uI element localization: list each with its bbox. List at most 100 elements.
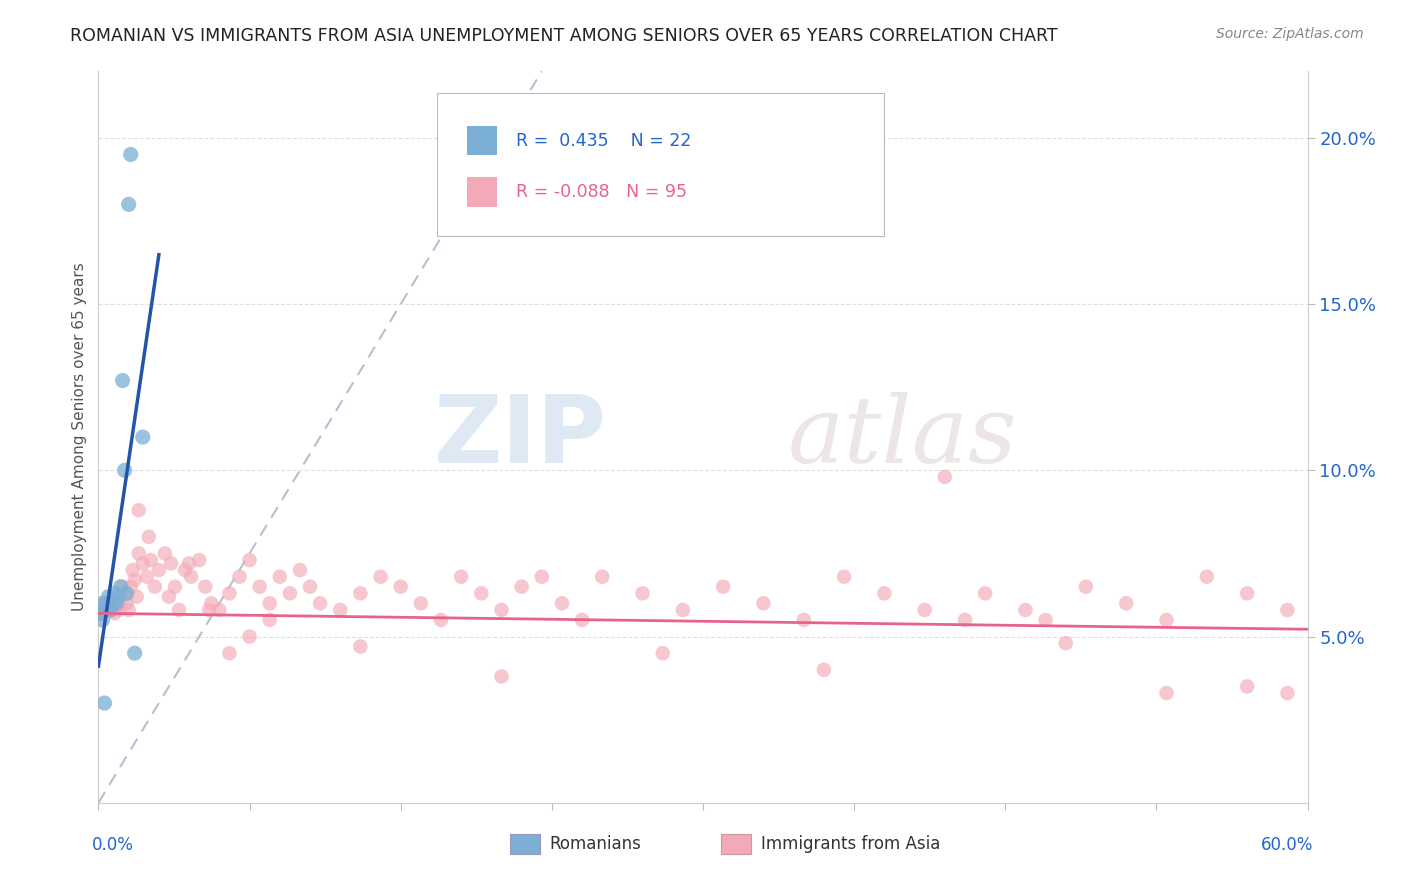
Point [125,590,148,604]
Point [93,596,115,610]
Point [1277,603,1299,617]
Point [430,613,453,627]
Point [105,596,128,610]
FancyBboxPatch shape [437,94,884,236]
Point [309,596,332,610]
Point [179,557,201,571]
Point [138,530,160,544]
Point [139,553,162,567]
Point [111,374,134,388]
Point [470,586,492,600]
Point [174,563,197,577]
Point [128,546,150,560]
Point [450,570,472,584]
Point [132,430,155,444]
Text: Romanians: Romanians [550,836,641,854]
Text: Immigrants from Asia: Immigrants from Asia [761,836,941,854]
Point [1277,686,1299,700]
Point [160,557,183,571]
Point [299,580,322,594]
Bar [467,178,498,207]
Text: R = -0.088   N = 95: R = -0.088 N = 95 [516,183,686,201]
Point [239,553,262,567]
Point [530,570,553,584]
Point [93,696,115,710]
Point [1115,596,1137,610]
Point [329,603,352,617]
Point [128,503,150,517]
Point [1035,613,1057,627]
Point [349,586,371,600]
Point [370,570,392,584]
Point [114,586,136,600]
Point [1156,613,1178,627]
Point [118,603,141,617]
Point [107,590,129,604]
Point [208,603,231,617]
Point [752,596,775,610]
Point [259,613,281,627]
Point [124,573,146,587]
Point [110,580,132,594]
Point [1236,586,1258,600]
Point [118,197,141,211]
Bar [467,127,498,155]
Point [793,613,815,627]
Point [491,669,513,683]
Point [591,570,613,584]
Point [551,596,574,610]
Point [873,586,896,600]
Point [105,596,128,610]
Bar [509,833,540,854]
Point [96,603,118,617]
Point [491,603,513,617]
Point [239,630,262,644]
Point [132,557,155,571]
Point [813,663,835,677]
Point [389,580,412,594]
Point [89,607,111,621]
Point [124,646,146,660]
Point [269,570,291,584]
Point [571,613,593,627]
Text: ZIP: ZIP [433,391,606,483]
Point [349,640,371,654]
Point [97,590,120,604]
Point [218,646,240,660]
Point [91,613,114,627]
Text: ROMANIAN VS IMMIGRANTS FROM ASIA UNEMPLOYMENT AMONG SENIORS OVER 65 YEARS CORREL: ROMANIAN VS IMMIGRANTS FROM ASIA UNEMPLO… [70,27,1057,45]
Point [103,586,125,600]
Point [135,570,157,584]
Point [167,603,190,617]
Point [832,570,855,584]
Point [91,596,114,610]
Text: Source: ZipAtlas.com: Source: ZipAtlas.com [1216,27,1364,41]
Point [194,580,217,594]
Point [120,147,142,161]
Point [259,596,281,610]
Point [711,580,734,594]
Point [1195,570,1218,584]
Point [157,590,180,604]
Point [218,586,240,600]
Point [1014,603,1036,617]
Point [101,596,124,610]
Point [409,596,432,610]
Point [101,596,124,610]
Point [115,596,138,610]
Point [153,546,176,560]
Point [510,580,533,594]
Point [100,603,122,617]
Point [163,580,186,594]
Point [228,570,250,584]
Point [249,580,271,594]
Point [200,596,222,610]
Point [143,580,166,594]
Point [114,463,136,477]
Point [96,596,118,610]
Text: R =  0.435    N = 22: R = 0.435 N = 22 [516,132,690,150]
Point [100,603,122,617]
Point [97,596,120,610]
Point [180,570,202,584]
Point [914,603,936,617]
